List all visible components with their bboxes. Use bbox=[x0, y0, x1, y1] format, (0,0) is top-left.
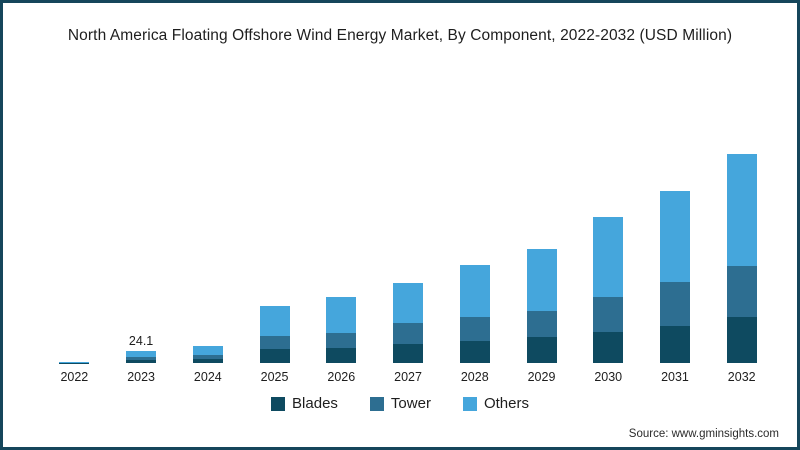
chart-title: North America Floating Offshore Wind Ene… bbox=[67, 27, 733, 44]
x-axis-label-2026: 2026 bbox=[327, 370, 356, 384]
x-axis-label-2031: 2031 bbox=[661, 370, 689, 384]
stacked-bar-2025 bbox=[259, 306, 290, 363]
bar-segment-blades bbox=[593, 332, 624, 363]
stacked-bar-2031 bbox=[659, 191, 690, 363]
bar-segment-others bbox=[593, 217, 624, 298]
bar-column-2032 bbox=[708, 130, 775, 363]
bar-segment-tower bbox=[593, 297, 624, 333]
legend-label-blades: Blades bbox=[292, 395, 338, 412]
bar-column-2031 bbox=[642, 130, 709, 363]
bar-segment-blades bbox=[726, 317, 757, 363]
bar-column-2028 bbox=[441, 130, 508, 363]
x-axis-label-2025: 2025 bbox=[260, 370, 289, 384]
stacked-bar-2029 bbox=[526, 249, 557, 363]
bar-column-2023: 24.1 bbox=[108, 130, 175, 363]
legend-label-others: Others bbox=[483, 395, 529, 412]
legend-swatch-others bbox=[462, 396, 477, 411]
bar-segment-blades bbox=[259, 349, 290, 363]
bar-segment-tower bbox=[126, 356, 157, 360]
bar-segment-tower bbox=[726, 266, 757, 318]
bar-segment-blades bbox=[659, 326, 690, 363]
x-axis-label-2024: 2024 bbox=[193, 370, 222, 384]
bar-segment-blades bbox=[192, 358, 223, 363]
bar-segment-tower bbox=[326, 333, 357, 349]
x-axis-label-2027: 2027 bbox=[394, 370, 422, 384]
bar-column-2029 bbox=[508, 130, 575, 363]
legend-item-others: Others bbox=[462, 395, 529, 412]
bar-segment-tower bbox=[393, 323, 424, 345]
bar-segment-tower bbox=[526, 311, 557, 338]
bar-segment-others bbox=[126, 350, 157, 357]
bar-segment-others bbox=[259, 306, 290, 337]
stacked-bar-2027 bbox=[393, 283, 424, 363]
stacked-bar-2032 bbox=[726, 154, 757, 363]
stacked-bar-2024 bbox=[192, 346, 223, 363]
bar-column-2022 bbox=[41, 130, 108, 363]
bar-column-2025 bbox=[241, 130, 308, 363]
bar-segment-blades bbox=[326, 348, 357, 363]
x-axis-label-2029: 2029 bbox=[527, 370, 556, 384]
legend-swatch-blades bbox=[271, 396, 286, 411]
stacked-bar-2030 bbox=[593, 217, 624, 363]
bar-column-2026 bbox=[308, 130, 375, 363]
x-axis-label-2022: 2022 bbox=[60, 370, 89, 384]
legend-label-tower: Tower bbox=[390, 395, 431, 412]
bar-segment-blades bbox=[526, 337, 557, 363]
x-axis-label-2028: 2028 bbox=[460, 370, 489, 384]
legend-item-tower: Tower bbox=[369, 395, 431, 412]
source-label: Source: www.gminsights.com bbox=[628, 428, 779, 440]
stacked-bar-2028 bbox=[459, 265, 490, 363]
bar-column-2027 bbox=[375, 130, 442, 363]
stacked-bar-2023 bbox=[126, 350, 157, 363]
x-axis-label-2030: 2030 bbox=[594, 370, 623, 384]
bar-segment-others bbox=[326, 297, 357, 334]
bar-segment-others bbox=[659, 191, 690, 283]
bar-column-2030 bbox=[575, 130, 642, 363]
bar-segment-tower bbox=[259, 336, 290, 350]
x-axis-label-2023: 2023 bbox=[127, 370, 155, 384]
bar-segment-others bbox=[192, 346, 223, 355]
bar-segment-tower bbox=[659, 282, 690, 327]
legend: Blades Tower Others bbox=[3, 395, 797, 412]
bar-segment-blades bbox=[459, 341, 490, 363]
bar-segment-blades bbox=[126, 359, 157, 363]
plot-area: 24.1 bbox=[41, 130, 775, 363]
x-axis-labels: 2022 2023 2024 2025 2026 2027 2028 2029 2030 2031… bbox=[41, 370, 775, 384]
legend-swatch-tower bbox=[369, 396, 384, 411]
bar-segment-blades bbox=[393, 344, 424, 363]
bar-segment-others bbox=[393, 283, 424, 324]
bar-segment-others bbox=[526, 249, 557, 312]
bar-segment-others bbox=[726, 154, 757, 267]
bar-value-label: 24.1 bbox=[128, 333, 154, 348]
bar-column-2024 bbox=[174, 130, 241, 363]
bar-segment-tower bbox=[459, 317, 490, 342]
legend-item-blades: Blades bbox=[271, 395, 338, 412]
stacked-bar-2026 bbox=[326, 297, 357, 363]
stacked-bar-2022 bbox=[59, 362, 90, 363]
x-axis-label-2032: 2032 bbox=[727, 370, 756, 384]
bar-segment-tower bbox=[192, 354, 223, 359]
bar-segment-others bbox=[459, 265, 490, 318]
